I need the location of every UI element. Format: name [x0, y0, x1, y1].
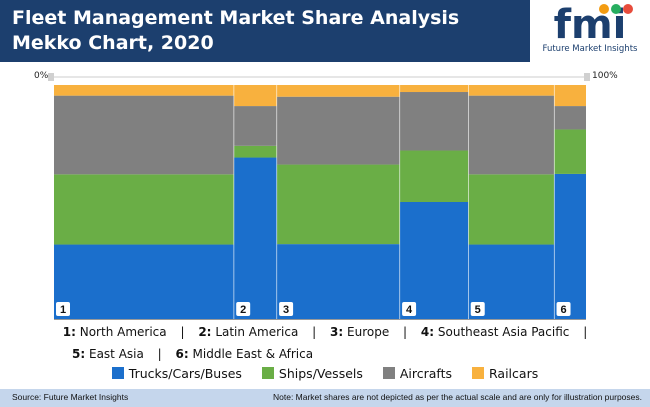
x-axis-right-label: 100%: [592, 71, 618, 81]
legend-swatch: [472, 367, 485, 379]
note-text: Note: Market shares are not depicted as …: [272, 392, 642, 402]
key-entry-1: 1: North America: [62, 325, 167, 339]
mekko-bar-3-trucks-cars-buses: [277, 244, 401, 319]
mekko-bar-6-aircrafts: [554, 106, 586, 130]
mekko-bar-2-trucks-cars-buses: [234, 157, 278, 319]
region-badge-number: 4: [406, 304, 413, 316]
mekko-bar-3-railcars: [277, 85, 401, 97]
chart-legend: Trucks/Cars/Buses Ships/Vessels Aircraft…: [0, 366, 650, 381]
mekko-bar-5-ships-vessels: [468, 174, 555, 245]
logo-caption: Future Market Insights: [542, 44, 638, 54]
fmi-logo-mark: fmi: [554, 2, 633, 48]
mekko-chart: 1 2 3 4 5 6: [48, 73, 590, 320]
mekko-bar-3-aircrafts: [277, 96, 401, 165]
mekko-bar-1-aircrafts: [54, 95, 235, 175]
footer-bar: Source: Future Market Insights Note: Mar…: [0, 389, 650, 407]
mekko-bar-1-trucks-cars-buses: [54, 244, 235, 319]
key-separator: |: [403, 325, 408, 339]
legend-item-trucks: Trucks/Cars/Buses: [111, 366, 242, 381]
region-badge-1: [56, 302, 70, 316]
mekko-bar-6-ships-vessels: [554, 129, 586, 174]
mekko-bar-6-trucks-cars-buses: [554, 173, 586, 319]
mekko-bar-1-railcars: [54, 85, 235, 96]
mekko-bar-2-ships-vessels: [234, 145, 278, 158]
key-separator: |: [180, 325, 185, 339]
region-badge-number: 2: [240, 304, 246, 316]
legend-item-ships: Ships/Vessels: [261, 366, 363, 381]
mekko-bar-4-aircrafts: [400, 92, 469, 151]
mekko-bar-2-aircrafts: [234, 106, 278, 146]
key-entry-4: 4: Southeast Asia Pacific: [420, 325, 570, 339]
key-separator: |: [157, 347, 162, 361]
x-axis-left-label: 0%: [34, 71, 49, 81]
mekko-bar-4-trucks-cars-buses: [400, 202, 469, 319]
logo-dot-orange: [599, 4, 609, 14]
source-text: Source: Future Market Insights: [12, 392, 129, 402]
legend-swatch: [111, 367, 124, 379]
mekko-bar-5-railcars: [468, 85, 555, 96]
legend-item-aircrafts: Aircrafts: [382, 366, 452, 381]
region-badge-number: 5: [475, 304, 481, 316]
mekko-bar-4-railcars: [400, 85, 469, 93]
chart-title: Fleet Management Market Share Analysis M…: [12, 7, 460, 54]
region-badge-3: [279, 302, 294, 316]
key-entry-6: 6: Middle East & Africa: [175, 347, 314, 361]
mekko-bar-4-ships-vessels: [400, 150, 469, 202]
logo-dot-red: [623, 4, 633, 14]
key-entry-5: 5: East Asia: [72, 347, 144, 361]
mekko-bar-3-ships-vessels: [277, 164, 401, 245]
key-entry-3: 3: Europe: [330, 325, 390, 339]
key-separator: |: [583, 325, 588, 339]
region-key-line-2: 5: East Asia | 6: Middle East & Africa: [0, 347, 650, 361]
key-separator: |: [312, 325, 317, 339]
region-badge-5: [470, 302, 485, 316]
header-bar: Fleet Management Market Share Analysis M…: [0, 0, 650, 62]
region-badge-4: [402, 302, 417, 316]
legend-item-railcars: Railcars: [472, 366, 538, 381]
fmi-logo: fmi Future Market Insights: [530, 0, 650, 62]
x-axis-right-tick: [584, 73, 590, 81]
region-key-line-1: 1: North America | 2: Latin America | 3:…: [0, 325, 650, 339]
mekko-bar-2-railcars: [234, 85, 278, 107]
legend-swatch: [261, 367, 274, 379]
region-badge-number: 3: [283, 304, 289, 316]
region-badge-number: 6: [560, 304, 566, 316]
mekko-bar-5-aircrafts: [468, 95, 555, 175]
region-badge-2: [236, 302, 251, 316]
key-entry-2: 2: Latin America: [198, 325, 299, 339]
x-axis-left-tick: [48, 73, 54, 81]
region-badge-6: [556, 302, 571, 316]
region-badge-number: 1: [60, 304, 66, 316]
mekko-bar-1-ships-vessels: [54, 174, 235, 245]
legend-swatch: [382, 367, 395, 379]
logo-dot-green: [611, 4, 621, 14]
mekko-bar-6-railcars: [554, 85, 586, 107]
